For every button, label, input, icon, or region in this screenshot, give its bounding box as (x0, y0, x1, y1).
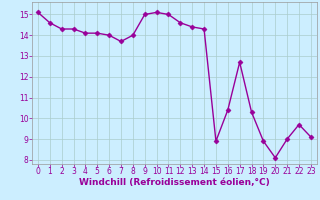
X-axis label: Windchill (Refroidissement éolien,°C): Windchill (Refroidissement éolien,°C) (79, 178, 270, 187)
